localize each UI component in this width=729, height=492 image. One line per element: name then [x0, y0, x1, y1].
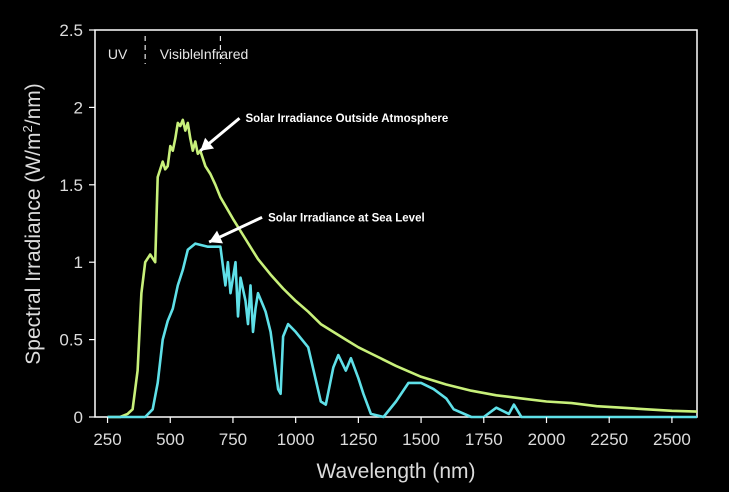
region-label: UV [108, 46, 128, 62]
y-axis-title-unit: /nm) [22, 83, 45, 125]
annotation-label: Solar Irradiance Outside Atmosphere [246, 113, 449, 125]
annotation-label: Solar Irradiance at Sea Level [268, 212, 425, 224]
series-lines [107, 118, 698, 419]
y-tick-label: 2 [74, 98, 83, 117]
y-tick-label: 0.5 [59, 331, 83, 350]
annotation-arrowhead [209, 230, 223, 244]
x-tick-label: 1750 [465, 430, 503, 449]
x-tick-label: 2000 [528, 430, 566, 449]
y-axis-title-main: Spectral Irradiance (W/m [22, 133, 45, 365]
annotation-arrowhead [200, 137, 215, 151]
y-tick-label: 0 [74, 408, 83, 427]
x-tick-label: 1000 [277, 430, 315, 449]
series-line-sea-level [107, 242, 697, 419]
y-tick-label: 1 [74, 253, 83, 272]
x-tick-label: 500 [156, 430, 184, 449]
region-label: Visible [160, 46, 201, 62]
y-tick-label: 1.5 [59, 176, 83, 195]
x-tick-label: 2250 [590, 430, 628, 449]
annotations: Solar Irradiance Outside Atmosphere Solar… [199, 113, 449, 244]
x-tick-label: 1250 [339, 430, 377, 449]
x-tick-label: 1500 [402, 430, 440, 449]
y-axis-ticks: 0 0.5 1 1.5 2 2.5 [59, 21, 95, 427]
x-axis-ticks: 250 500 750 1000 1250 1500 1750 2000 2250 2500 [93, 417, 691, 449]
region-labels: UV Visible Infrared [108, 46, 248, 62]
x-tick-label: 250 [93, 430, 121, 449]
x-tick-label: 2500 [653, 430, 691, 449]
plot-frame [94, 29, 698, 418]
series-line-outside-atmosphere [107, 118, 698, 419]
y-tick-label: 2.5 [59, 21, 83, 40]
x-tick-label: 750 [219, 430, 247, 449]
region-label: Infrared [200, 46, 248, 62]
region-dividers [144, 36, 222, 64]
x-axis-title: Wavelength (nm) [316, 460, 475, 483]
y-axis-title-superscript: 2 [20, 125, 35, 132]
y-axis-title: Spectral Irradiance (W/m2/nm) [20, 83, 45, 364]
